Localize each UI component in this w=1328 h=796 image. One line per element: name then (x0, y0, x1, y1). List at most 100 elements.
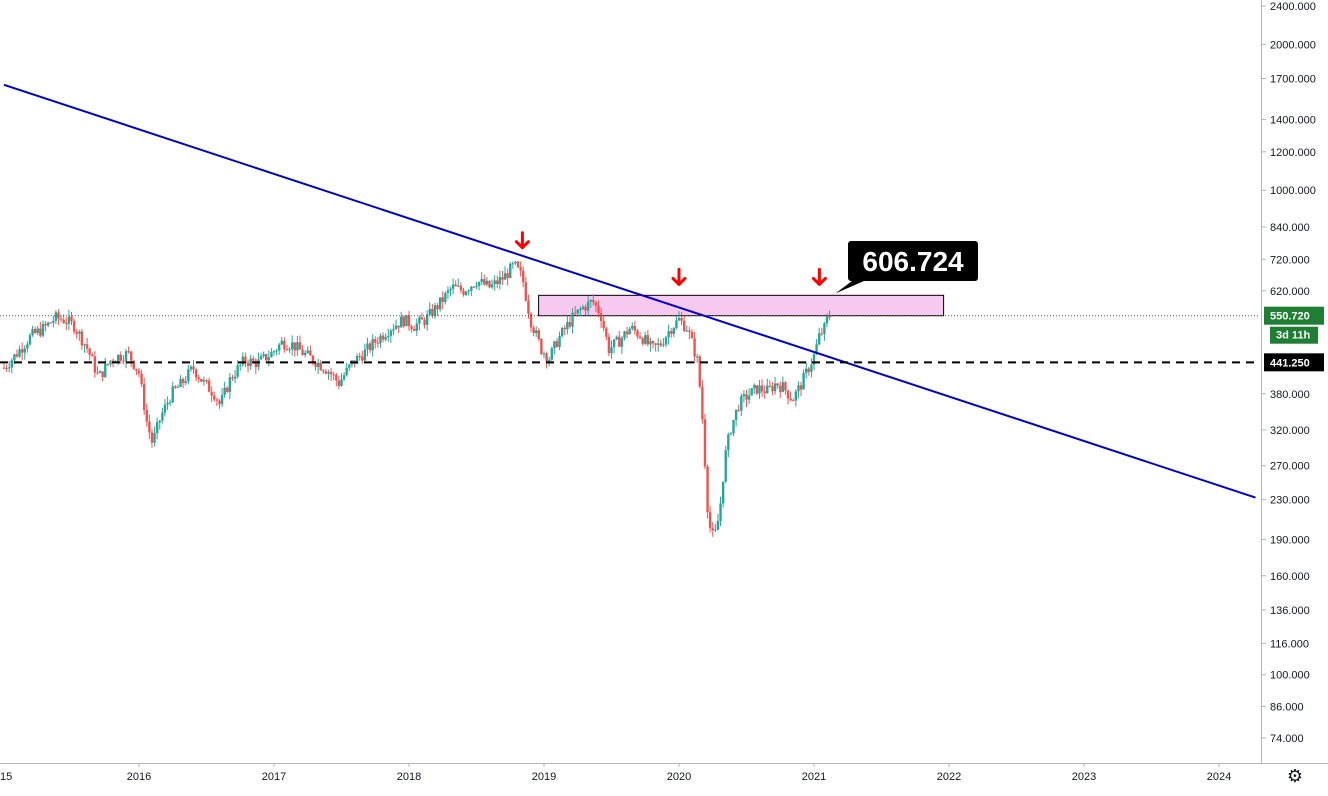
candle-body (623, 331, 626, 339)
candle (179, 375, 182, 388)
candle (402, 315, 406, 329)
candle-body (444, 292, 447, 302)
candle (758, 379, 761, 399)
candle (171, 381, 174, 404)
candle (527, 294, 530, 319)
candle-body (293, 342, 296, 351)
candle-body (171, 386, 174, 403)
candle (649, 337, 652, 352)
candle-body (610, 347, 613, 354)
candle-body (638, 336, 642, 339)
candle (776, 382, 779, 389)
candle-body (654, 343, 657, 345)
candle (150, 428, 154, 448)
candle-body (119, 354, 123, 361)
candle (690, 328, 694, 339)
candle (579, 306, 582, 316)
candle (797, 381, 800, 399)
candle (345, 362, 348, 377)
candle-body (262, 354, 265, 357)
candle (773, 377, 777, 395)
candle-body (207, 380, 211, 392)
candle (44, 320, 47, 332)
candle (714, 524, 717, 532)
candle (779, 381, 782, 398)
candle-body (685, 330, 688, 332)
x-tick-label: 2020 (667, 771, 691, 783)
time-axis[interactable]: 15 2016 2017 2018 2019 2020 2021 2022 2023 2024 (0, 763, 1328, 783)
y-tick-label: 380.000 (1270, 389, 1310, 401)
candle-body (532, 327, 535, 334)
candle (618, 330, 621, 347)
candle-body (812, 354, 816, 365)
candle-body (397, 325, 400, 328)
candle (104, 357, 107, 379)
candle (511, 261, 515, 269)
y-tick-label: 116.000 (1270, 638, 1309, 650)
candle-body (192, 366, 195, 370)
candle-body (535, 330, 538, 334)
candle-body (283, 340, 286, 350)
candle-body (13, 354, 16, 361)
candle (433, 302, 437, 319)
candle (581, 304, 585, 311)
candle (244, 352, 247, 368)
candle-body (576, 309, 579, 314)
candle (602, 315, 605, 332)
candle-body (799, 385, 803, 390)
candle (249, 354, 252, 370)
candle-body (400, 316, 403, 328)
candle-body (228, 377, 232, 393)
candle (475, 281, 478, 290)
candle (529, 312, 533, 333)
candle (522, 266, 525, 288)
current-price-badge: 550.720 (1264, 306, 1324, 325)
candle-body (67, 316, 71, 324)
x-tick-label: 2023 (1072, 771, 1096, 783)
candle-body (145, 410, 148, 422)
candle-body (379, 335, 382, 344)
candle-body (72, 320, 76, 332)
candle-body (117, 354, 120, 362)
y-tick-label: 74.000 (1270, 733, 1304, 745)
down-arrow-icon (671, 267, 687, 286)
candle (680, 312, 683, 326)
candle-body (327, 371, 330, 374)
candle-body (633, 325, 637, 331)
gear-icon[interactable]: ⚙ (1286, 765, 1304, 786)
candle (327, 369, 330, 380)
candle-body (454, 284, 457, 287)
candle-body (509, 263, 512, 279)
candle-body (59, 318, 63, 320)
candle-body (104, 363, 107, 378)
candle-body (49, 322, 52, 324)
callout-label: 606.724 (862, 246, 964, 277)
candle (15, 349, 19, 358)
candle-body (607, 336, 611, 354)
candle-body (132, 360, 136, 369)
candle (740, 393, 743, 416)
callout-pointer (835, 281, 864, 294)
candle (387, 328, 390, 342)
candle (693, 331, 696, 364)
candle (532, 325, 535, 337)
candle-body (420, 317, 424, 320)
candle (335, 372, 338, 387)
candle-body (65, 322, 68, 324)
candle (620, 335, 624, 354)
candle (26, 341, 29, 353)
candle (675, 316, 678, 330)
candle-body (366, 343, 369, 350)
price-axis[interactable]: 2400.000 2000.000 1700.000 1400.000 1200.000… (1261, 0, 1325, 763)
candle (516, 260, 520, 269)
candle (301, 345, 304, 356)
candle (457, 278, 460, 288)
candle-body (371, 339, 374, 351)
candle (184, 376, 187, 386)
candle (252, 355, 255, 362)
candle-body (579, 308, 582, 310)
candle-body (542, 353, 546, 355)
candle-body (88, 348, 91, 355)
candle (766, 378, 769, 394)
